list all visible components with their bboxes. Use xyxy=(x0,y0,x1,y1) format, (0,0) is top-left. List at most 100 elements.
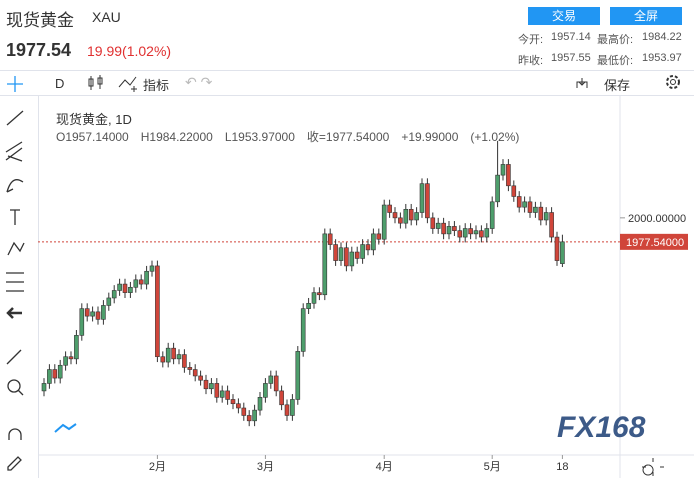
candle-body xyxy=(403,209,409,224)
candle-body xyxy=(187,367,193,370)
legend-value: +19.99000 xyxy=(401,130,458,144)
x-tick-label: 2月 xyxy=(149,461,166,473)
price: 1977.54 xyxy=(6,40,72,60)
indicator-button[interactable]: 指标 xyxy=(143,78,170,93)
axis-settings-icon[interactable] xyxy=(642,458,664,476)
candle-body xyxy=(241,407,247,416)
candle-body xyxy=(209,383,214,390)
candle-body xyxy=(430,217,436,229)
candle-body xyxy=(47,369,52,384)
candle-body xyxy=(419,183,425,213)
stat-value: 1957.14 xyxy=(551,31,591,43)
y-tick-label: 2000.00000 xyxy=(628,213,686,225)
legend-value: 收=1977.54000 xyxy=(307,130,390,144)
candle-body xyxy=(327,233,333,245)
candle-body xyxy=(117,283,122,291)
candle-body xyxy=(533,206,538,213)
candle-body xyxy=(160,356,166,363)
candle-body xyxy=(268,375,274,384)
stat-label: 今开: xyxy=(518,34,544,46)
candle-body xyxy=(155,265,160,358)
candle-body xyxy=(214,383,220,398)
candle-body xyxy=(192,369,198,377)
candle-body xyxy=(527,201,533,213)
candle-body xyxy=(149,265,155,272)
candle-body xyxy=(106,297,112,306)
candle-body xyxy=(63,356,68,366)
divider xyxy=(38,95,39,478)
save-button[interactable]: 保存 xyxy=(604,78,631,93)
candle-body xyxy=(111,290,117,299)
candle-body xyxy=(414,212,419,221)
stat-label: 最低价: xyxy=(597,55,634,67)
candle-body xyxy=(144,270,149,285)
candle-body xyxy=(225,390,230,400)
candle-body xyxy=(425,183,430,219)
divider xyxy=(0,95,694,96)
candle-body xyxy=(230,399,236,405)
candle-body xyxy=(198,375,203,381)
indicator-icon[interactable] xyxy=(118,74,140,92)
stat-value: 1953.97 xyxy=(642,52,682,64)
candle-body xyxy=(95,311,101,320)
cloud-icon[interactable] xyxy=(575,76,589,90)
candle-body xyxy=(506,164,511,187)
candle-body xyxy=(122,283,128,293)
settings-icon[interactable] xyxy=(664,73,682,91)
candle-body xyxy=(171,347,176,360)
title: 现货黄金 xyxy=(6,11,74,30)
candle-body xyxy=(311,292,317,304)
candle-body xyxy=(52,369,58,379)
trade-button[interactable]: 交易 xyxy=(528,7,600,25)
candle-body xyxy=(495,174,500,203)
candle-body xyxy=(176,354,182,360)
stat-value: 1984.22 xyxy=(642,31,682,43)
candle-body xyxy=(246,415,252,422)
candle-body xyxy=(462,228,468,238)
last-price-tag xyxy=(620,233,688,250)
candle-body xyxy=(500,164,506,176)
candle-body xyxy=(273,375,279,392)
candle-body xyxy=(473,230,479,235)
last-price-label: 1977.54000 xyxy=(626,237,684,249)
x-tick-label: 5月 xyxy=(484,461,501,473)
candle-body xyxy=(479,230,484,238)
candle-body xyxy=(452,226,457,231)
candle-body xyxy=(138,279,144,285)
candle-body xyxy=(365,244,371,251)
candle-body xyxy=(203,379,209,390)
candle-body xyxy=(284,404,290,416)
candle-body xyxy=(290,399,295,416)
candle-body xyxy=(349,251,355,267)
candle-body xyxy=(408,209,414,221)
candle-body xyxy=(295,351,301,400)
legend-value: L1953.97000 xyxy=(225,130,295,144)
candle-body xyxy=(182,354,187,368)
candle-body xyxy=(538,206,544,221)
candle-body xyxy=(219,390,225,398)
undo-redo[interactable]: ↶ ↷ xyxy=(185,74,213,90)
candle-body xyxy=(371,233,376,251)
candle-body xyxy=(344,247,349,267)
candle-body xyxy=(338,247,344,261)
fullscreen-button[interactable]: 全屏 xyxy=(610,7,682,25)
legend-value: H1984.22000 xyxy=(141,130,213,144)
candle-body xyxy=(74,335,79,360)
candle-body xyxy=(398,217,403,224)
candle-body xyxy=(306,303,311,309)
x-tick-label: 4月 xyxy=(376,461,393,473)
candle-body xyxy=(322,233,328,296)
candle-body xyxy=(263,383,268,398)
candle-body xyxy=(484,228,490,238)
drawing-toolbar xyxy=(5,76,25,471)
candle-body xyxy=(387,204,392,213)
interval-button[interactable]: D xyxy=(55,76,65,91)
candle-icon[interactable] xyxy=(86,74,106,92)
candle-body xyxy=(57,364,63,379)
candle-body xyxy=(441,222,446,235)
chart-name: 现货黄金, 1D xyxy=(56,112,132,127)
x-tick-label: 3月 xyxy=(257,461,274,473)
legend-value: (+1.02%) xyxy=(470,130,519,144)
candle-body xyxy=(79,308,85,336)
